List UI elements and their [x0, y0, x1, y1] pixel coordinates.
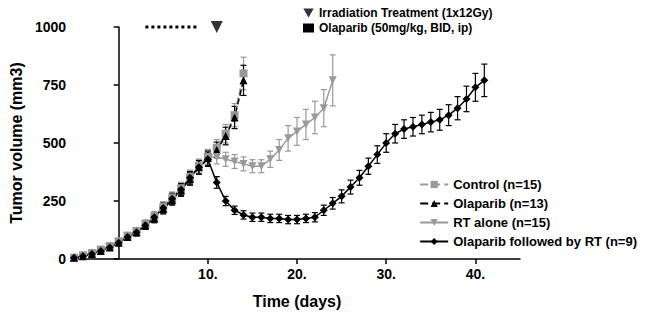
svg-text:Time (days): Time (days) [253, 293, 342, 310]
svg-text:10.: 10. [198, 266, 217, 282]
svg-text:500: 500 [43, 135, 67, 151]
svg-text:Tumor volume (mm3): Tumor volume (mm3) [8, 62, 25, 224]
svg-text:Irradiation Treatment (1x12Gy): Irradiation Treatment (1x12Gy) [319, 6, 492, 20]
svg-text:750: 750 [43, 77, 67, 93]
svg-text:30.: 30. [376, 266, 395, 282]
svg-text:40.: 40. [466, 266, 485, 282]
svg-text:1000: 1000 [35, 19, 66, 35]
svg-text:20.: 20. [287, 266, 306, 282]
svg-text:0: 0 [58, 251, 66, 267]
svg-text:Olaparib (n=13): Olaparib (n=13) [453, 196, 548, 211]
svg-text:Olaparib followed by RT (n=9): Olaparib followed by RT (n=9) [453, 234, 637, 249]
svg-text:Control (n=15): Control (n=15) [453, 177, 541, 192]
svg-text:250: 250 [43, 193, 67, 209]
svg-text:Olaparib (50mg/kg, BID, ip): Olaparib (50mg/kg, BID, ip) [319, 21, 472, 35]
svg-text:RT alone (n=15): RT alone (n=15) [453, 215, 550, 230]
